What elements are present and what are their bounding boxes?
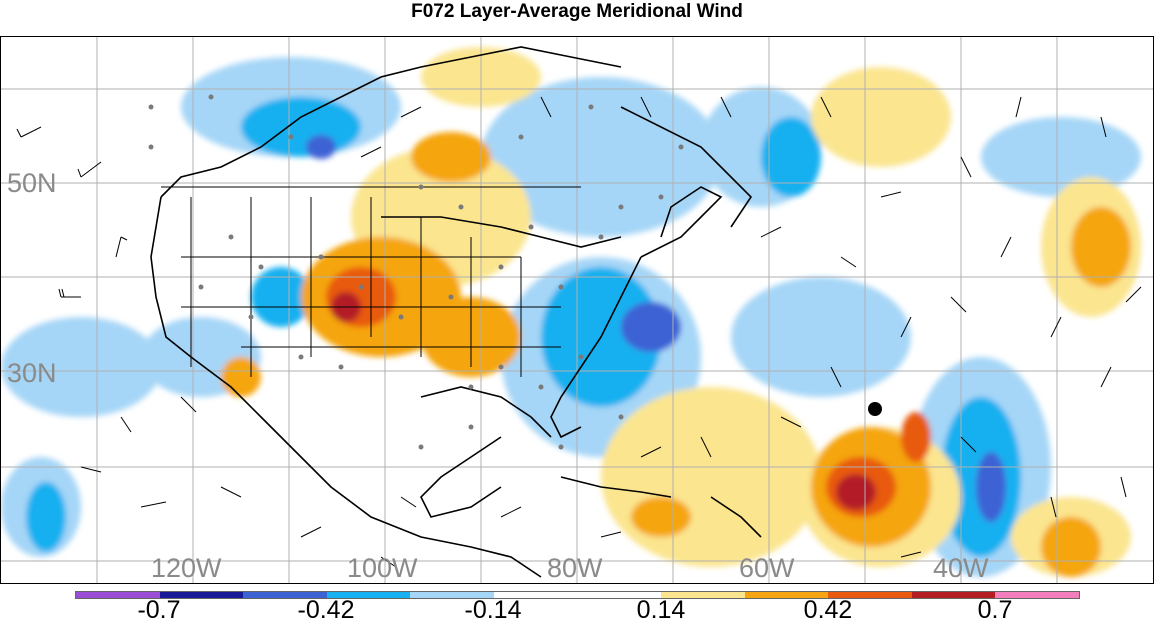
coastlines	[150, 46, 762, 578]
lon-label-60w: 60W	[739, 553, 795, 583]
colorbar-segment	[995, 592, 1079, 598]
colorbar-segment	[159, 592, 244, 598]
map-title: F072 Layer-Average Meridional Wind	[411, 1, 743, 22]
wind-barbs	[16, 96, 1142, 568]
colorbar-label-07: 0.7	[977, 596, 1013, 624]
lon-label-40w: 40W	[933, 553, 989, 583]
lon-label-80w: 80W	[547, 553, 603, 583]
colorbar-segment	[243, 592, 327, 598]
colorbar-label-neg07: -0.7	[137, 596, 181, 624]
wind-contours	[1, 47, 1141, 577]
colorbar-segment	[744, 592, 829, 598]
colorbar-segment	[493, 592, 578, 598]
lon-label-120w: 120W	[151, 553, 222, 583]
state-borders	[161, 186, 581, 377]
map-canvas	[1, 37, 1153, 583]
colorbar-segment	[577, 592, 662, 598]
colorbar-segment	[661, 592, 745, 598]
lat-label-30n: 30N	[7, 358, 57, 388]
colorbar-label-neg042: -0.42	[297, 596, 355, 624]
graticule	[1, 37, 1153, 583]
weather-map: 50N 30N 120W 100W 80W 60W 40W	[0, 36, 1154, 584]
location-marker	[868, 402, 882, 416]
colorbar-label-042: 0.42	[803, 596, 853, 624]
station-dots	[148, 94, 684, 450]
lat-label-50n: 50N	[7, 168, 57, 198]
lon-label-100w: 100W	[347, 553, 418, 583]
colorbar-segment	[828, 592, 912, 598]
colorbar-segment	[76, 592, 160, 598]
colorbar-label-neg014: -0.14	[464, 596, 522, 624]
colorbar-segment	[326, 592, 411, 598]
colorbar-label-014: 0.14	[636, 596, 686, 624]
colorbar-segment	[911, 592, 996, 598]
color-scale-bar	[75, 591, 1080, 599]
colorbar-segment	[410, 592, 494, 598]
